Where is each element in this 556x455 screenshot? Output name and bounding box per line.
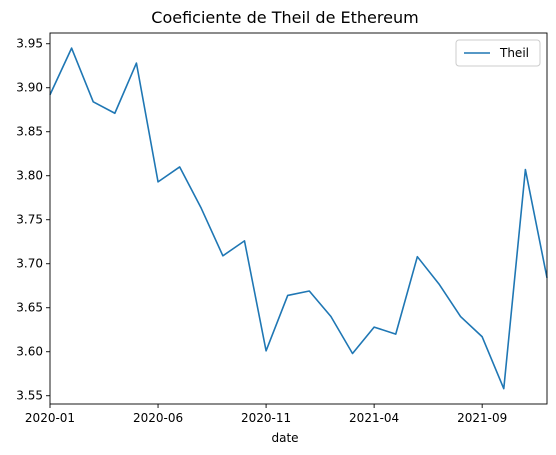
y-axis: 3.55 3.60 3.65 3.70 3.75 3.80 3.85 3.90 3.95 [16,37,50,403]
x-tick-label: 2021-04 [349,411,399,425]
y-tick-label: 3.95 [16,37,43,51]
legend-box [455,39,541,67]
y-tick-label: 3.75 [16,213,43,227]
y-tick-label: 3.85 [16,125,43,139]
x-tick-label: 2020-11 [241,411,291,425]
y-tick-label: 3.55 [16,389,43,403]
x-tick-label: 2021-09 [457,411,507,425]
y-tick-label: 3.65 [16,301,43,315]
x-tick-label: 2020-06 [133,411,183,425]
y-tick-label: 3.90 [16,81,43,95]
series-line-0 [49,47,548,390]
x-axis: 2020-01 2020-06 2020-11 2021-04 2021-09 [25,404,507,425]
y-tick-label: 3.60 [16,345,43,359]
plot-area [49,32,548,405]
y-tick-label: 3.80 [16,169,43,183]
plot-frame [49,32,548,405]
x-tick-label: 2020-01 [25,411,75,425]
x-axis-label: date [271,431,298,445]
legend: Theil [455,39,541,67]
y-tick-label: 3.70 [16,257,43,271]
chart-title: Coeficiente de Theil de Ethereum [151,8,418,27]
legend-label: Theil [499,46,529,60]
